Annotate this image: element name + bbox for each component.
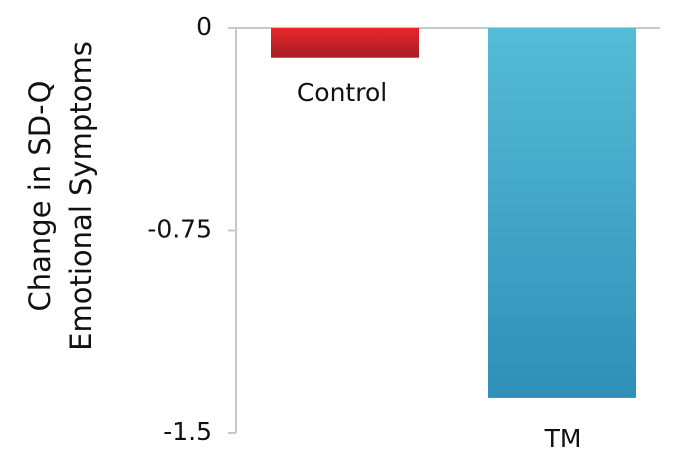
bar-tm	[488, 28, 636, 398]
category-label-control: Control	[297, 78, 387, 107]
bar-control	[271, 28, 419, 58]
y-axis-label-line-1: Change in SD-Q	[23, 81, 57, 312]
y-tick-label: -0.75	[147, 215, 212, 244]
y-tick-label: 0	[196, 12, 212, 41]
y-axis-label-line-2: Emotional Symptoms	[64, 41, 98, 351]
category-label-tm: TM	[544, 424, 582, 453]
plot-layer: 0 -0.75 -1.5 Control TM	[147, 12, 660, 453]
y-tick-label: -1.5	[163, 417, 212, 446]
